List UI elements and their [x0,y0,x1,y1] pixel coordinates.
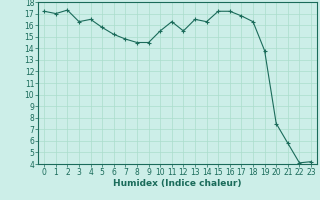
X-axis label: Humidex (Indice chaleur): Humidex (Indice chaleur) [113,179,242,188]
